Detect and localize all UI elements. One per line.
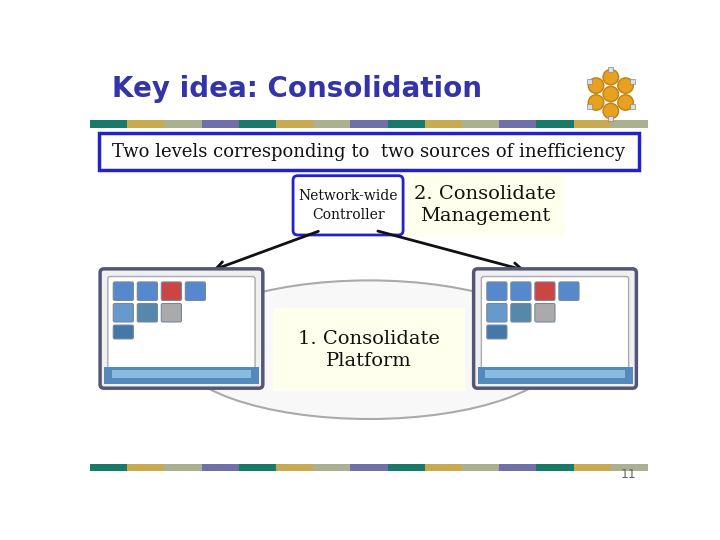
Bar	[587, 79, 592, 84]
Circle shape	[588, 95, 604, 110]
Bar	[485, 370, 625, 378]
Bar	[112, 370, 251, 378]
Bar	[127, 464, 164, 471]
Circle shape	[603, 70, 618, 85]
Circle shape	[588, 78, 604, 93]
Text: Network-wide
Controller: Network-wide Controller	[298, 188, 398, 222]
Bar	[462, 464, 499, 471]
FancyBboxPatch shape	[293, 176, 403, 235]
FancyBboxPatch shape	[113, 303, 133, 322]
Text: Two levels corresponding to  two sources of inefficiency: Two levels corresponding to two sources …	[112, 143, 626, 161]
Bar	[239, 464, 276, 471]
Bar	[608, 117, 613, 121]
FancyBboxPatch shape	[273, 308, 465, 392]
Bar	[608, 67, 613, 72]
FancyBboxPatch shape	[108, 276, 255, 370]
Bar	[425, 464, 462, 471]
FancyBboxPatch shape	[185, 282, 205, 300]
Bar	[387, 120, 425, 128]
Bar	[536, 464, 574, 471]
Bar	[164, 120, 202, 128]
Circle shape	[603, 103, 618, 119]
Bar	[351, 120, 387, 128]
FancyBboxPatch shape	[487, 282, 507, 300]
Bar	[630, 79, 634, 84]
FancyBboxPatch shape	[99, 132, 639, 170]
Bar	[499, 464, 536, 471]
FancyBboxPatch shape	[559, 282, 579, 300]
Bar	[202, 464, 239, 471]
Text: 1. Consolidate
Platform: 1. Consolidate Platform	[298, 329, 440, 370]
FancyBboxPatch shape	[100, 269, 263, 388]
FancyBboxPatch shape	[487, 325, 507, 339]
FancyBboxPatch shape	[535, 282, 555, 300]
FancyBboxPatch shape	[113, 282, 133, 300]
Bar	[239, 120, 276, 128]
Bar	[164, 464, 202, 471]
Bar	[127, 120, 164, 128]
Bar	[104, 367, 259, 384]
Circle shape	[603, 86, 618, 102]
Bar	[477, 367, 632, 384]
Circle shape	[618, 95, 634, 110]
Bar	[462, 120, 499, 128]
FancyBboxPatch shape	[510, 282, 531, 300]
FancyBboxPatch shape	[510, 303, 531, 322]
FancyBboxPatch shape	[405, 174, 565, 237]
Bar	[313, 120, 351, 128]
Bar	[611, 120, 648, 128]
FancyBboxPatch shape	[535, 303, 555, 322]
FancyBboxPatch shape	[161, 303, 181, 322]
Bar	[587, 104, 592, 109]
Text: Key idea: Consolidation: Key idea: Consolidation	[112, 76, 482, 104]
FancyBboxPatch shape	[161, 282, 181, 300]
Bar	[536, 120, 574, 128]
Bar	[574, 120, 611, 128]
Bar	[276, 120, 313, 128]
Text: 11: 11	[621, 468, 636, 481]
Bar	[313, 464, 351, 471]
Bar	[425, 120, 462, 128]
FancyBboxPatch shape	[113, 325, 133, 339]
FancyBboxPatch shape	[474, 269, 636, 388]
Bar	[351, 464, 387, 471]
Bar	[387, 464, 425, 471]
Bar	[276, 464, 313, 471]
Bar	[574, 464, 611, 471]
FancyBboxPatch shape	[487, 303, 507, 322]
Circle shape	[618, 78, 634, 93]
Bar	[90, 464, 127, 471]
Bar	[90, 120, 127, 128]
Bar	[499, 120, 536, 128]
Bar	[611, 464, 648, 471]
Bar	[202, 120, 239, 128]
Ellipse shape	[175, 280, 563, 419]
Text: 2. Consolidate
Management: 2. Consolidate Management	[414, 185, 556, 225]
FancyBboxPatch shape	[482, 276, 629, 370]
Bar	[630, 104, 634, 109]
FancyBboxPatch shape	[138, 303, 158, 322]
FancyBboxPatch shape	[138, 282, 158, 300]
